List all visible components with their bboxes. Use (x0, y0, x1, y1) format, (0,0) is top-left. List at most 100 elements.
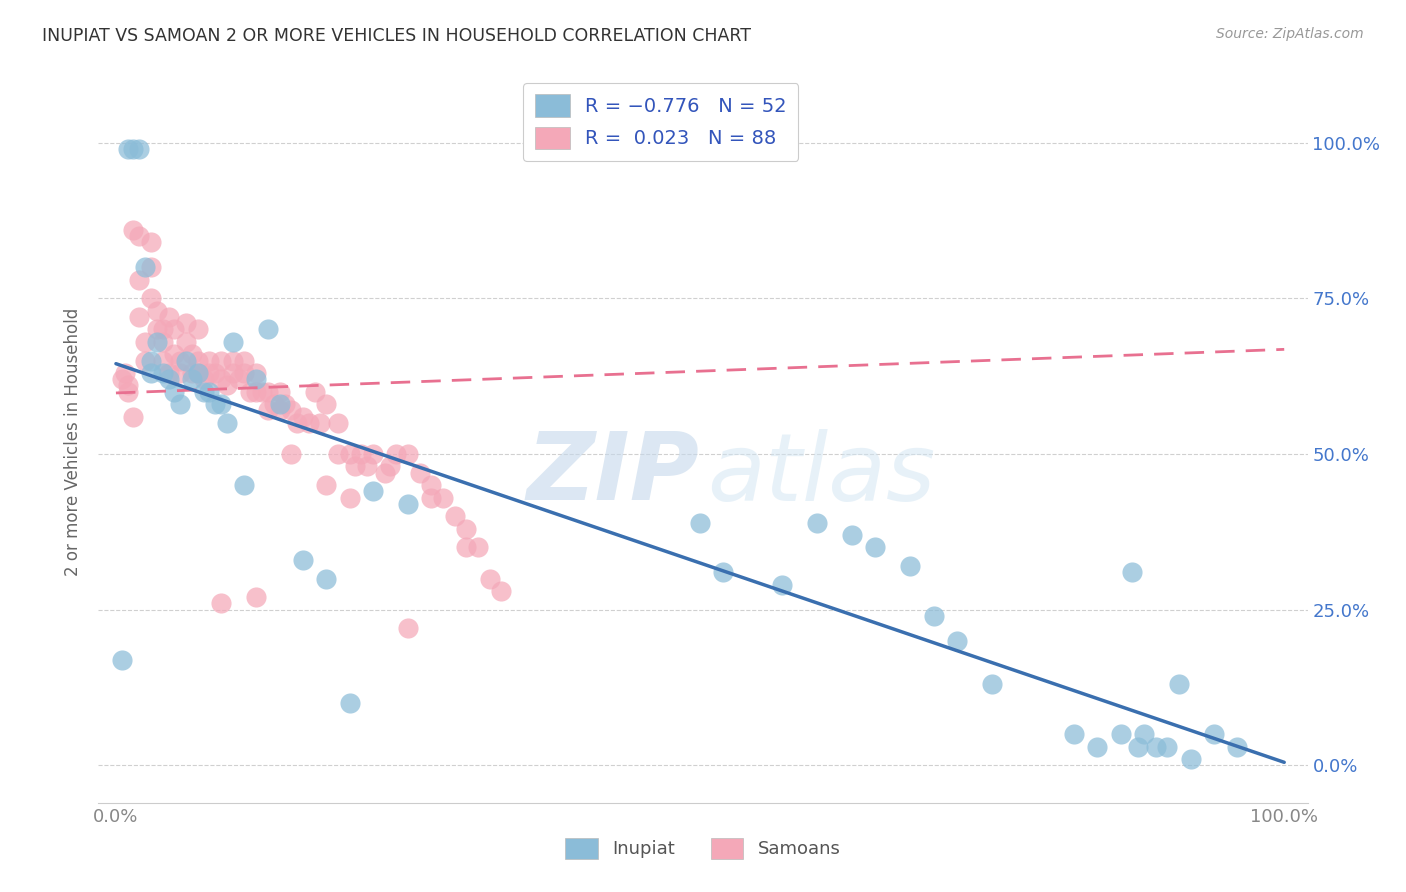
Point (152, 353, 174, 368)
Point (117, 142, 139, 156)
Point (117, 378, 139, 392)
Point (291, 409, 314, 424)
Point (122, 142, 145, 156)
Point (128, 272, 150, 286)
Point (1133, 727, 1156, 741)
Point (180, 366, 202, 380)
Point (174, 353, 197, 368)
Point (326, 447, 349, 461)
Point (361, 484, 384, 499)
Point (134, 334, 156, 349)
Point (134, 260, 156, 274)
Point (128, 142, 150, 156)
Text: atlas: atlas (707, 428, 935, 519)
Point (139, 291, 162, 305)
Point (139, 260, 162, 274)
Point (122, 409, 145, 424)
Point (139, 353, 162, 368)
Point (222, 366, 245, 380)
Point (432, 491, 454, 505)
Point (1156, 739, 1178, 754)
Point (187, 366, 209, 380)
Point (209, 397, 232, 411)
Text: Source: ZipAtlas.com: Source: ZipAtlas.com (1216, 27, 1364, 41)
Y-axis label: 2 or more Vehicles in Household: 2 or more Vehicles in Household (65, 308, 83, 575)
Point (380, 459, 402, 474)
Point (209, 597, 232, 611)
Point (309, 416, 332, 430)
Point (187, 366, 209, 380)
Point (344, 459, 367, 474)
Point (157, 366, 180, 380)
Point (285, 416, 308, 430)
Point (478, 572, 501, 586)
Point (420, 478, 443, 492)
Point (1109, 727, 1132, 741)
Point (269, 397, 291, 411)
Point (134, 353, 156, 368)
Point (256, 322, 278, 336)
Point (981, 677, 1004, 691)
Point (1085, 739, 1108, 754)
Point (222, 334, 245, 349)
Point (228, 372, 250, 386)
Point (280, 403, 302, 417)
Point (111, 652, 134, 666)
Point (198, 366, 221, 380)
Point (315, 478, 337, 492)
Point (689, 516, 711, 530)
Point (198, 384, 221, 399)
Point (356, 459, 378, 474)
Point (396, 621, 419, 635)
Point (326, 416, 349, 430)
Point (209, 353, 232, 368)
Point (946, 633, 969, 648)
Point (456, 541, 478, 555)
Point (269, 384, 291, 399)
Point (770, 578, 793, 592)
Point (245, 591, 267, 605)
Point (180, 372, 202, 386)
Point (339, 447, 361, 461)
Point (898, 559, 921, 574)
Point (1063, 727, 1085, 741)
Point (256, 384, 278, 399)
Point (1121, 566, 1143, 580)
Point (152, 334, 174, 349)
Point (233, 478, 256, 492)
Point (420, 491, 443, 505)
Point (443, 509, 465, 524)
Point (204, 397, 226, 411)
Point (315, 397, 337, 411)
Point (713, 566, 735, 580)
Point (1144, 739, 1167, 754)
Point (298, 416, 321, 430)
Point (157, 372, 180, 386)
Point (280, 447, 302, 461)
Point (256, 403, 278, 417)
Point (806, 516, 828, 530)
Point (187, 353, 209, 368)
Point (233, 366, 256, 380)
Point (350, 447, 373, 461)
Point (865, 541, 887, 555)
Point (157, 310, 180, 324)
Point (269, 403, 291, 417)
Point (193, 384, 215, 399)
Point (128, 310, 150, 324)
Point (291, 553, 314, 567)
Point (180, 347, 202, 361)
Point (374, 466, 396, 480)
Text: INUPIAT VS SAMOAN 2 OR MORE VEHICLES IN HOUSEHOLD CORRELATION CHART: INUPIAT VS SAMOAN 2 OR MORE VEHICLES IN … (42, 27, 751, 45)
Point (1128, 739, 1150, 754)
Point (163, 384, 186, 399)
Point (174, 334, 197, 349)
Point (169, 366, 191, 380)
Point (467, 541, 489, 555)
Point (361, 447, 384, 461)
Point (396, 447, 419, 461)
Point (209, 372, 232, 386)
Point (198, 353, 221, 368)
Point (245, 384, 267, 399)
Point (263, 397, 285, 411)
